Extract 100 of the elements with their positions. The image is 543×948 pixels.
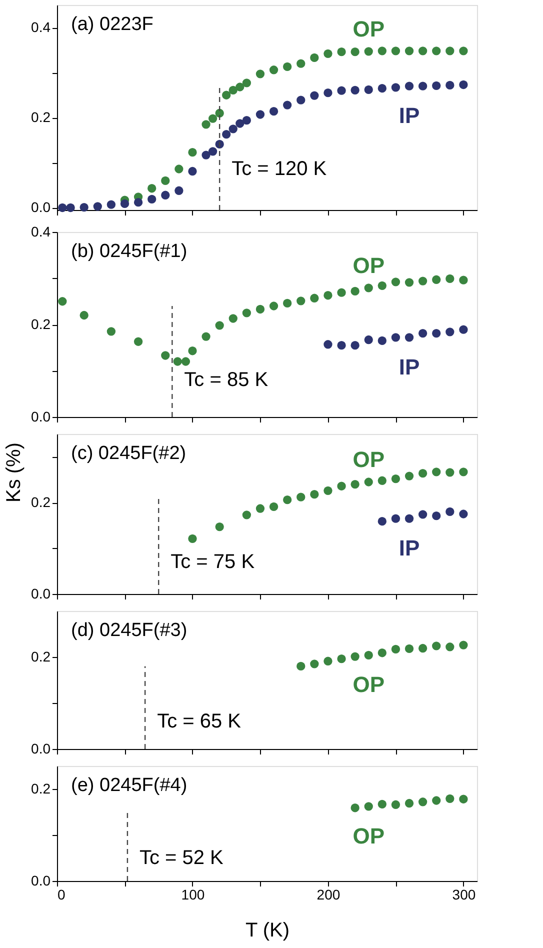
- point: [324, 88, 332, 98]
- point: [181, 357, 190, 366]
- point: [404, 644, 414, 654]
- point: [202, 150, 210, 160]
- point: [364, 85, 373, 94]
- point: [391, 800, 400, 809]
- point: [337, 48, 346, 56]
- point: [324, 656, 332, 666]
- point: [174, 164, 184, 174]
- ref-line-label: Tc = 120 K: [232, 158, 328, 180]
- point: [337, 482, 346, 490]
- annotation: (e) 0245F(#4): [71, 775, 188, 796]
- point: [256, 304, 265, 314]
- point: [134, 337, 143, 346]
- ref-line-label: Tc = 65 K: [157, 710, 242, 732]
- point: [58, 297, 67, 306]
- point: [378, 46, 386, 56]
- annotation: (b) 0245F(#1): [71, 241, 188, 262]
- point: [208, 114, 218, 123]
- point: [432, 328, 441, 338]
- point: [350, 652, 360, 661]
- point: [296, 59, 306, 68]
- point: [391, 474, 400, 484]
- point: [350, 804, 360, 812]
- point: [310, 53, 319, 62]
- series-label: OP: [352, 672, 385, 698]
- point: [236, 119, 244, 128]
- series-label: IP: [398, 103, 420, 128]
- point: [236, 82, 244, 92]
- point: [324, 340, 332, 349]
- point: [446, 642, 454, 652]
- y-tick-label: 0.2: [31, 648, 51, 664]
- point: [459, 640, 468, 650]
- point: [242, 116, 252, 125]
- point: [337, 86, 346, 95]
- point: [404, 333, 414, 342]
- y-tick-label: 0.4: [31, 19, 51, 36]
- point: [391, 278, 400, 286]
- point: [310, 490, 319, 499]
- point: [148, 184, 156, 193]
- point: [66, 203, 75, 212]
- point: [418, 328, 428, 338]
- point: [222, 90, 231, 100]
- y-tick-label: 0.2: [31, 494, 51, 510]
- ref-line-label: Tc = 52 K: [139, 847, 224, 869]
- point: [324, 486, 332, 496]
- y-tick-label: 0.0: [31, 740, 51, 756]
- x-axis-title: T (K): [245, 920, 290, 942]
- point: [378, 281, 386, 290]
- series-label: IP: [398, 354, 420, 380]
- point: [222, 130, 231, 139]
- point: [215, 108, 224, 118]
- point: [350, 340, 360, 350]
- point: [282, 298, 292, 308]
- point: [161, 190, 170, 200]
- point: [173, 357, 182, 366]
- point: [391, 644, 400, 654]
- point: [148, 194, 156, 204]
- point: [432, 275, 441, 284]
- series-label: OP: [352, 16, 385, 42]
- point: [446, 507, 454, 516]
- point: [256, 504, 265, 513]
- point: [106, 327, 116, 336]
- x-tick-label: 100: [181, 886, 205, 902]
- point: [324, 49, 332, 58]
- point: [459, 510, 468, 518]
- point: [391, 46, 400, 56]
- point: [364, 284, 373, 292]
- point: [242, 78, 252, 88]
- series-label: IP: [398, 536, 420, 561]
- point: [269, 502, 278, 512]
- point: [80, 202, 88, 212]
- point: [459, 80, 468, 90]
- point: [432, 642, 441, 650]
- point: [378, 84, 386, 93]
- point: [242, 308, 252, 318]
- ref-line-label: Tc = 85 K: [184, 369, 269, 391]
- point: [364, 335, 373, 344]
- point: [418, 510, 428, 519]
- point: [418, 644, 428, 653]
- point: [188, 346, 197, 356]
- point: [364, 650, 373, 660]
- point: [364, 47, 373, 56]
- point: [93, 202, 102, 211]
- point: [459, 794, 468, 804]
- point: [208, 147, 218, 156]
- point: [459, 468, 468, 476]
- ref-line-label: Tc = 75 K: [170, 551, 256, 573]
- point: [418, 468, 428, 478]
- point: [188, 148, 197, 157]
- point: [378, 336, 386, 346]
- y-axis-title: Ks (%): [3, 442, 26, 502]
- point: [296, 492, 306, 502]
- point: [228, 314, 238, 323]
- y-tick-label: 0.0: [31, 408, 51, 424]
- point: [228, 86, 238, 94]
- point: [310, 660, 319, 668]
- point: [364, 802, 373, 811]
- point: [337, 340, 346, 350]
- point: [418, 276, 428, 286]
